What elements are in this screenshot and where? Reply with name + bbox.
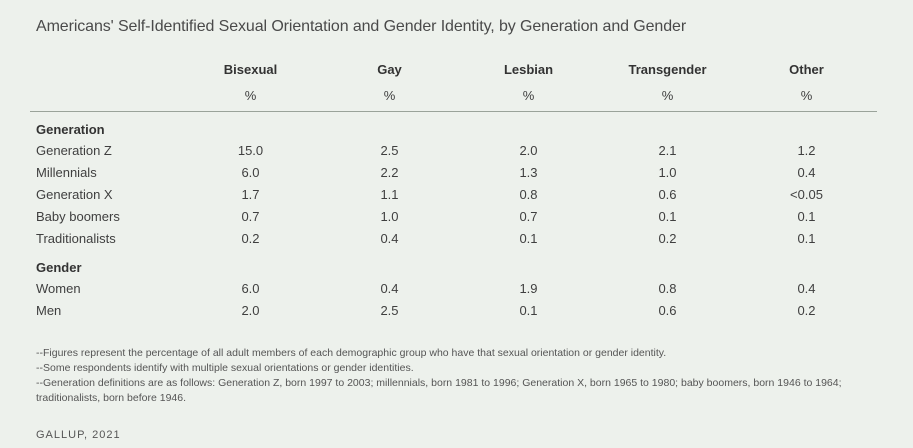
table-cell: 0.4 bbox=[797, 280, 816, 296]
table-cell: 1.0 bbox=[658, 164, 677, 180]
column-header-gay: Gay bbox=[377, 61, 402, 77]
row-label: Women bbox=[36, 280, 81, 296]
table-cell: 0.8 bbox=[519, 186, 538, 202]
unit-label: % bbox=[800, 87, 813, 103]
group-heading-generation: Generation bbox=[30, 119, 877, 139]
table-cell: 1.3 bbox=[519, 164, 538, 180]
table-title: Americans' Self-Identified Sexual Orient… bbox=[36, 18, 687, 35]
table-cell: 2.0 bbox=[519, 142, 538, 158]
table-cell: 1.1 bbox=[380, 186, 399, 202]
row-label: Generation X bbox=[36, 186, 113, 202]
row-label: Traditionalists bbox=[36, 230, 116, 246]
table-cell: 0.2 bbox=[241, 230, 260, 246]
unit-label: % bbox=[661, 87, 674, 103]
table-cell: 0.8 bbox=[658, 280, 677, 296]
table-cell: 1.0 bbox=[380, 208, 399, 224]
column-header-lesbian: Lesbian bbox=[503, 61, 554, 77]
table-cell: 6.0 bbox=[241, 164, 260, 180]
row-label: Generation Z bbox=[36, 142, 112, 158]
table-row: Traditionalists 0.2 0.4 0.1 0.2 0.1 bbox=[30, 227, 877, 249]
table-row: Baby boomers 0.7 1.0 0.7 0.1 0.1 bbox=[30, 205, 877, 227]
table-row: Men 2.0 2.5 0.1 0.6 0.2 bbox=[30, 299, 877, 321]
table-row: Generation Z 15.0 2.5 2.0 2.1 1.2 bbox=[30, 139, 877, 161]
table-cell: 0.1 bbox=[519, 230, 538, 246]
table-row: Women 6.0 0.4 1.9 0.8 0.4 bbox=[30, 277, 877, 299]
group-heading-gender: Gender bbox=[30, 257, 877, 277]
footnotes: --Figures represent the percentage of al… bbox=[36, 346, 876, 406]
row-label: Millennials bbox=[36, 164, 97, 180]
table-cell: 2.1 bbox=[658, 142, 677, 158]
unit-label: % bbox=[244, 87, 257, 103]
table-cell: 0.1 bbox=[658, 208, 677, 224]
table-cell: 15.0 bbox=[237, 142, 264, 158]
unit-label: % bbox=[383, 87, 396, 103]
table-cell: <0.05 bbox=[790, 186, 823, 202]
table-cell: 0.4 bbox=[380, 280, 399, 296]
table-header-row: Bisexual Gay Lesbian Transgender Other bbox=[30, 58, 877, 80]
data-table: Bisexual Gay Lesbian Transgender Other %… bbox=[30, 58, 877, 321]
table-cell: 6.0 bbox=[241, 280, 260, 296]
table-row: Millennials 6.0 2.2 1.3 1.0 0.4 bbox=[30, 161, 877, 183]
row-label: Men bbox=[36, 302, 62, 318]
table-cell: 0.7 bbox=[241, 208, 260, 224]
group-label: Generation bbox=[36, 121, 105, 137]
footnote: --Generation definitions are as follows:… bbox=[36, 377, 842, 404]
table-cell: 1.2 bbox=[797, 142, 816, 158]
table-cell: 0.7 bbox=[519, 208, 538, 224]
table-cell: 0.1 bbox=[797, 208, 816, 224]
source-credit: GALLUP, 2021 bbox=[36, 429, 121, 441]
table-cell: 0.4 bbox=[797, 164, 816, 180]
group-label: Gender bbox=[36, 259, 82, 275]
footnote: --Figures represent the percentage of al… bbox=[36, 347, 667, 359]
table-cell: 0.2 bbox=[797, 302, 816, 318]
table-cell: 1.7 bbox=[241, 186, 260, 202]
column-header-other: Other bbox=[789, 61, 824, 77]
column-header-bisexual: Bisexual bbox=[223, 61, 278, 77]
table-cell: 2.5 bbox=[380, 302, 399, 318]
table-cell: 2.2 bbox=[380, 164, 399, 180]
footnote: --Some respondents identify with multipl… bbox=[36, 362, 414, 374]
unit-label: % bbox=[522, 87, 535, 103]
table-cell: 0.4 bbox=[380, 230, 399, 246]
row-label: Baby boomers bbox=[36, 208, 120, 224]
table-unit-row: % % % % % bbox=[30, 85, 877, 105]
table-cell: 0.6 bbox=[658, 302, 677, 318]
column-header-transgender: Transgender bbox=[628, 61, 707, 77]
table-row: Generation X 1.7 1.1 0.8 0.6 <0.05 bbox=[30, 183, 877, 205]
table-cell: 0.2 bbox=[658, 230, 677, 246]
table-cell: 0.1 bbox=[797, 230, 816, 246]
table-cell: 2.5 bbox=[380, 142, 399, 158]
header-divider bbox=[30, 111, 877, 112]
table-cell: 1.9 bbox=[519, 280, 538, 296]
table-cell: 0.6 bbox=[658, 186, 677, 202]
table-cell: 2.0 bbox=[241, 302, 260, 318]
table-cell: 0.1 bbox=[519, 302, 538, 318]
